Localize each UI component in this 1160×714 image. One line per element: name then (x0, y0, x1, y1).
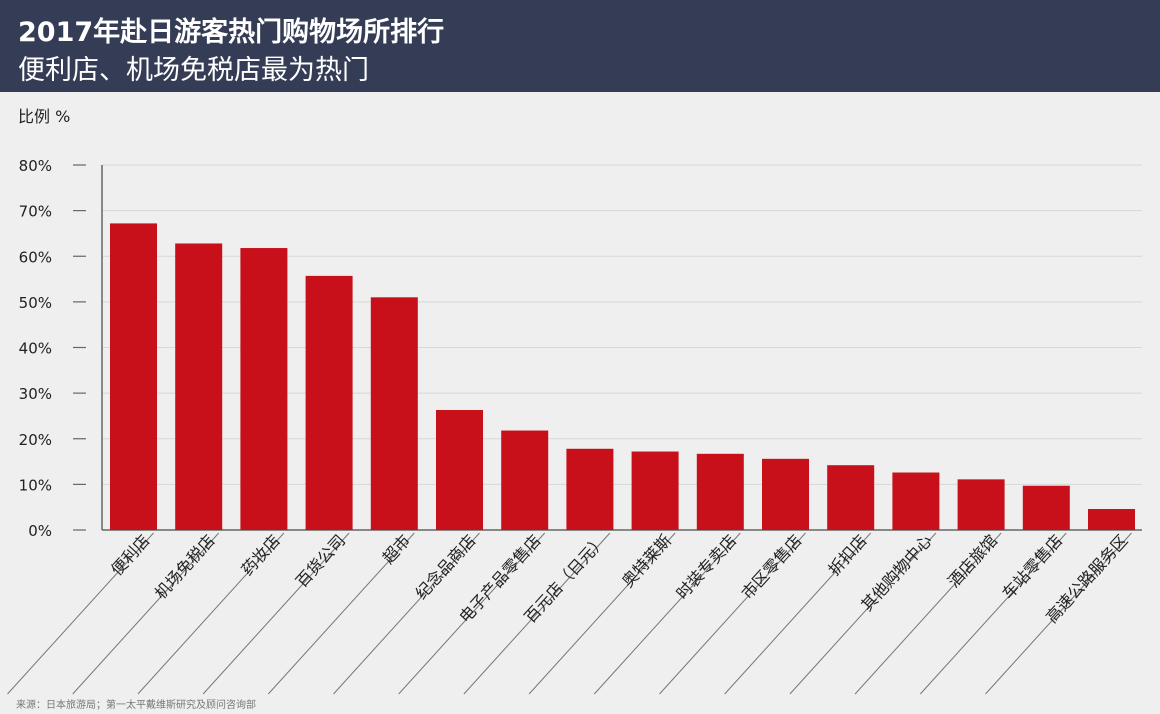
bar (696, 453, 744, 530)
bar (501, 430, 549, 530)
x-tick-leader (724, 532, 872, 695)
bar (1022, 485, 1070, 530)
y-tick-label: 10% (19, 476, 52, 494)
x-tick-leader (919, 532, 1067, 695)
bar (175, 243, 223, 530)
bar (762, 458, 809, 530)
x-tick-label: 折扣店 (824, 531, 870, 579)
bar (436, 410, 483, 530)
x-tick-label: 酒店旅馆 (944, 531, 1001, 591)
source-note: 来源：日本旅游局；第一太平戴维斯研究及顾问咨询部 (16, 700, 256, 711)
x-tick-leader (789, 532, 937, 695)
bar (110, 223, 157, 530)
x-tick-label: 便利店 (107, 531, 153, 579)
y-axis-label: 比例 % (18, 107, 71, 126)
x-tick-leader (854, 532, 1002, 695)
bar (566, 448, 614, 530)
x-tick-leader (202, 532, 350, 695)
x-tick-leader (593, 532, 741, 695)
header-banner: 2017年赴日游客热门购物场所排行 便利店、机场免税店最为热门 (0, 0, 1160, 92)
x-tick-leader (463, 532, 611, 695)
x-tick-leader (267, 532, 415, 695)
x-tick-leader (333, 532, 480, 695)
x-tick-label: 奥特莱斯 (618, 531, 675, 591)
x-tick-label: 超市 (379, 531, 415, 567)
y-tick-label: 60% (19, 248, 52, 266)
bar (957, 479, 1005, 530)
bar (827, 465, 875, 530)
x-tick-label: 市区零售店 (738, 531, 806, 603)
x-tick-leader (72, 532, 220, 695)
bar (631, 451, 679, 530)
chart-subtitle: 便利店、机场免税店最为热门 (18, 55, 369, 86)
y-tick-label: 0% (28, 522, 52, 540)
x-tick-leader (398, 532, 546, 695)
y-tick-label: 80% (19, 157, 52, 175)
x-tick-label: 纪念品商店 (412, 531, 480, 603)
x-tick-label: 时装专卖店 (672, 531, 740, 603)
x-tick-label: 药妆店 (238, 531, 284, 579)
y-tick-label: 20% (19, 431, 52, 449)
x-tick-label: 百货公司 (292, 531, 349, 591)
x-tick-leader (137, 532, 285, 695)
y-tick-label: 40% (19, 340, 52, 358)
y-tick-label: 30% (19, 385, 52, 403)
bar (305, 275, 353, 530)
x-tick-label: 车站零售店 (998, 531, 1066, 603)
chart-title: 2017年赴日游客热门购物场所排行 (18, 17, 445, 48)
x-tick-leader (985, 532, 1132, 695)
bar (370, 297, 418, 530)
bar (240, 248, 288, 530)
y-tick-label: 50% (19, 294, 52, 312)
x-tick-leader (659, 532, 806, 695)
x-tick-leader (7, 532, 154, 695)
bar (892, 472, 940, 530)
x-tick-leader (528, 532, 676, 695)
y-tick-label: 70% (19, 203, 52, 221)
bar (1088, 509, 1135, 530)
x-tick-label: 机场免税店 (151, 531, 219, 603)
